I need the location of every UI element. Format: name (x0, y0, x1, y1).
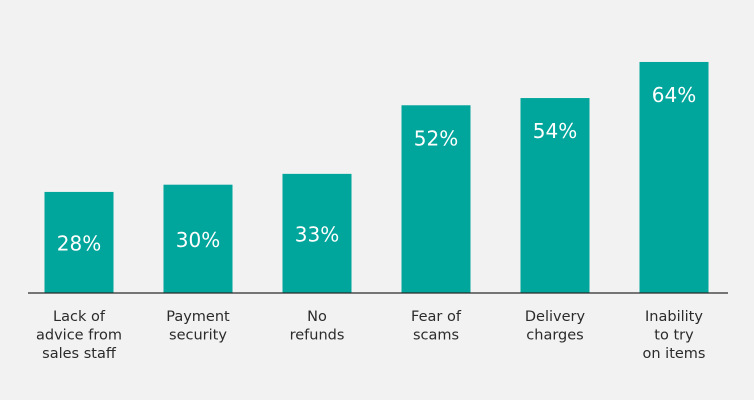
category-label-line: Fear of (411, 309, 462, 325)
bar-4 (520, 98, 590, 293)
bar-1 (163, 184, 233, 293)
bar-0 (44, 191, 114, 293)
category-label-line: Lack of (53, 309, 106, 325)
bar-5 (639, 61, 709, 294)
category-label-2: No refunds (290, 309, 345, 344)
category-label-4: Delivery charges (525, 309, 586, 344)
category-label-line: charges (526, 328, 583, 344)
bars-layer (44, 61, 709, 294)
category-label-line: Inability (645, 309, 703, 325)
bar-value-label-3: 52% (414, 126, 458, 150)
bar-3 (401, 105, 471, 293)
category-labels-layer: Lack of advice from sales staff Payment secu… (36, 309, 705, 362)
category-label-line: Delivery (525, 309, 586, 325)
category-label-line: on items (643, 346, 706, 362)
category-label-line: Payment (166, 309, 230, 325)
category-label-line: security (169, 328, 227, 344)
category-label-line: advice from (36, 328, 122, 344)
category-label-5: Inability to try on items (643, 309, 706, 362)
bar-value-label-5: 64% (652, 83, 696, 107)
category-label-line: sales staff (42, 346, 117, 362)
category-label-0: Lack of advice from sales staff (36, 309, 122, 362)
category-label-line: to try (654, 328, 694, 344)
bar-value-label-2: 33% (295, 222, 339, 246)
bar-value-label-0: 28% (57, 231, 101, 255)
bar-2 (282, 173, 352, 293)
category-label-1: Payment security (166, 309, 230, 344)
category-label-line: refunds (290, 328, 345, 344)
bar-value-label-1: 30% (176, 228, 220, 252)
bar-value-label-4: 54% (533, 119, 577, 143)
category-label-3: Fear of scams (411, 309, 462, 344)
category-label-line: scams (413, 328, 459, 344)
value-labels-layer: 28% 30% 33% 52% 54% 64% (57, 83, 696, 256)
category-label-line: No (307, 309, 327, 325)
